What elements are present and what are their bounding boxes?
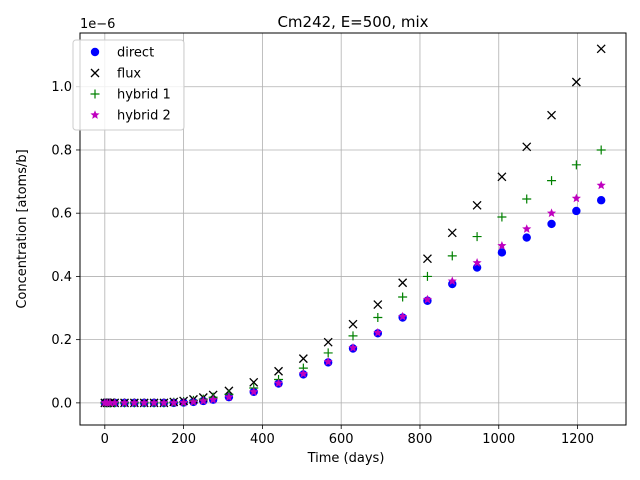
data-point: [497, 248, 507, 257]
data-point: [298, 354, 308, 364]
data-point: [422, 254, 432, 264]
data-point: [274, 366, 284, 376]
y-tick-label: 0.8: [51, 143, 72, 158]
legend-marker: [90, 89, 100, 99]
data-point: [447, 276, 457, 286]
data-point: [472, 258, 482, 267]
data-point: [249, 377, 259, 387]
data-point: [398, 278, 408, 288]
data-point: [373, 313, 383, 323]
data-point: [447, 228, 457, 238]
data-point: [169, 398, 179, 407]
data-point: [373, 327, 383, 337]
legend-label: hybrid 1: [117, 88, 171, 103]
legend-entry: direct: [90, 46, 154, 61]
data-point: [249, 387, 259, 396]
legend-entry: hybrid 1: [90, 88, 171, 103]
data-point: [522, 142, 532, 152]
data-point: [323, 337, 333, 347]
data-point: [547, 176, 557, 186]
data-point: [298, 368, 308, 378]
series-hybrid-2: [100, 180, 606, 407]
data-point: [348, 343, 358, 352]
data-point: [547, 110, 557, 120]
data-point: [447, 251, 457, 261]
data-markers: [100, 44, 606, 408]
legend-marker: [90, 110, 100, 119]
legend-label: hybrid 2: [117, 109, 171, 124]
x-tick-label: 1000: [482, 432, 515, 447]
data-point: [224, 392, 234, 402]
data-point: [497, 212, 507, 222]
data-point: [572, 206, 581, 216]
data-point: [472, 232, 482, 242]
data-point: [323, 356, 333, 366]
data-point: [497, 240, 507, 250]
data-point: [547, 219, 556, 229]
data-point: [497, 172, 507, 182]
legend-entry: flux: [90, 67, 141, 82]
legend: direct flux hybrid 1 hybrid 2: [72, 39, 185, 131]
legend-box: [72, 39, 185, 131]
data-point: [110, 398, 120, 407]
data-point: [198, 396, 208, 405]
legend-marker: [90, 68, 100, 78]
plot-frame: [79, 32, 627, 426]
data-point: [571, 193, 581, 203]
y-axis-ticks: 0.0 0.2 0.4 0.6 0.8 1.0: [51, 80, 80, 411]
legend-label: direct: [117, 46, 154, 61]
x-tick-label: 1200: [561, 432, 594, 447]
data-point: [348, 331, 358, 341]
data-point: [522, 224, 532, 233]
y-axis-offset-label: 1e−6: [80, 17, 115, 32]
legend-label: flux: [117, 67, 141, 82]
data-point: [149, 398, 159, 407]
data-point: [546, 208, 557, 218]
x-tick-label: 400: [250, 432, 275, 447]
data-point: [596, 44, 606, 54]
data-point: [129, 398, 139, 407]
data-point: [179, 397, 189, 407]
data-point: [373, 300, 383, 310]
data-point: [139, 398, 149, 407]
x-tick-label: 800: [408, 432, 433, 447]
y-tick-label: 1.0: [51, 80, 72, 95]
data-point: [119, 398, 130, 407]
legend-entry: hybrid 2: [90, 109, 171, 124]
data-point: [208, 394, 218, 404]
data-point: [522, 194, 532, 204]
data-point: [422, 271, 432, 281]
x-axis-label: Time (days): [307, 451, 385, 466]
data-point: [472, 200, 482, 210]
data-point: [398, 292, 408, 302]
data-point: [323, 348, 333, 358]
data-point: [348, 319, 358, 329]
y-tick-label: 0.0: [51, 396, 72, 411]
data-point: [159, 398, 169, 407]
data-point: [596, 180, 606, 190]
y-axis-label: Concentration [atoms/b]: [15, 149, 30, 308]
data-point: [571, 77, 581, 87]
data-point: [596, 145, 606, 155]
data-point: [596, 196, 606, 205]
x-tick-label: 600: [329, 432, 354, 447]
data-point: [448, 279, 457, 289]
x-tick-label: 200: [171, 432, 196, 447]
x-tick-label: 0: [101, 432, 109, 447]
data-point: [398, 311, 408, 321]
data-point: [522, 233, 531, 242]
legend-marker: [90, 47, 100, 57]
data-point: [422, 294, 433, 304]
y-tick-label: 0.6: [51, 207, 72, 222]
data-point: [105, 398, 115, 407]
data-point: [188, 397, 199, 406]
x-axis-ticks: 0 200 400 600 800 1000 1200: [101, 425, 594, 447]
y-tick-label: 0.2: [51, 333, 72, 348]
chart-title: Cm242, E=500, mix: [277, 13, 428, 31]
data-point: [571, 160, 581, 170]
y-tick-label: 0.4: [51, 270, 72, 285]
data-point: [273, 378, 284, 388]
